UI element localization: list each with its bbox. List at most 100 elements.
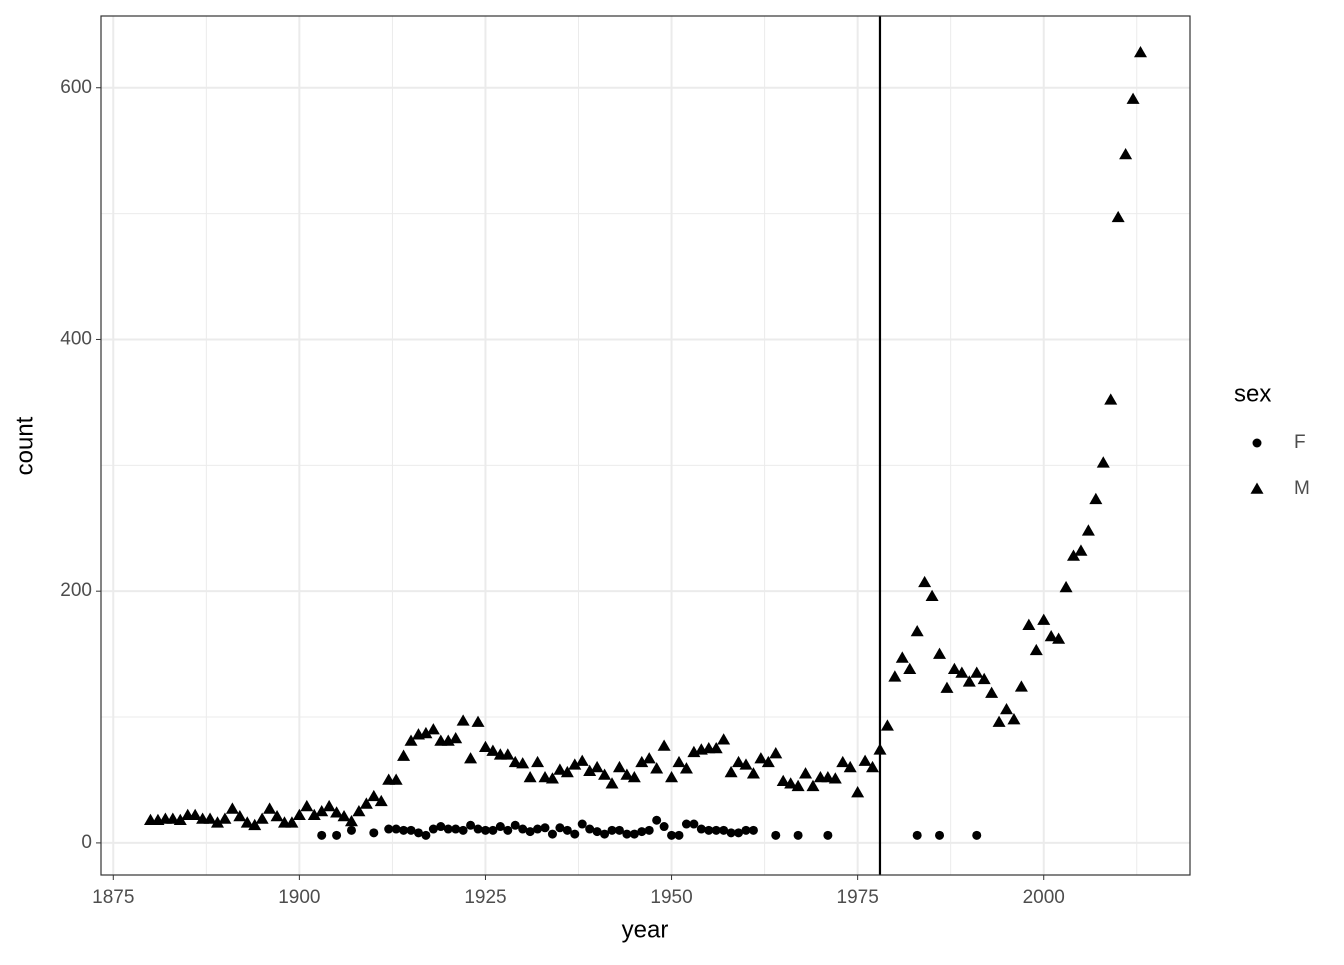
point (359, 797, 373, 809)
point (717, 733, 731, 745)
legend-label: M (1294, 478, 1310, 499)
point (614, 825, 624, 835)
point (657, 739, 671, 751)
point (659, 822, 669, 832)
point (903, 662, 917, 675)
point (495, 822, 505, 832)
point (553, 763, 567, 775)
point (367, 789, 381, 802)
point (397, 749, 411, 761)
point (955, 666, 969, 678)
point (925, 589, 939, 602)
y-tick-label: 600 (60, 77, 92, 98)
point (793, 830, 803, 840)
point (560, 765, 574, 778)
point (337, 809, 351, 822)
point (754, 752, 768, 764)
point (1111, 210, 1125, 223)
y-axis-label: count (11, 416, 38, 475)
point (583, 764, 597, 776)
point (547, 829, 557, 839)
point (918, 575, 932, 588)
point (962, 675, 976, 687)
plot-border (100, 15, 1191, 876)
point (285, 816, 299, 828)
point (538, 770, 552, 783)
point (225, 802, 239, 814)
point (1022, 618, 1036, 630)
point (1089, 492, 1103, 505)
point (629, 829, 639, 839)
point (843, 760, 857, 773)
point (607, 825, 617, 835)
point (389, 773, 403, 785)
point (598, 768, 612, 780)
point (836, 755, 850, 768)
point (821, 770, 835, 783)
point (592, 827, 602, 837)
point (404, 734, 418, 746)
point (1074, 544, 1088, 556)
point (985, 686, 999, 698)
point (240, 816, 254, 828)
point (612, 760, 626, 773)
point (620, 768, 634, 780)
point (466, 820, 476, 830)
x-tick-label: 1875 (92, 887, 134, 908)
point (585, 824, 595, 834)
point (545, 772, 559, 784)
point (1014, 680, 1028, 692)
point (719, 825, 729, 835)
point (748, 825, 758, 835)
point (1126, 92, 1140, 104)
point (888, 670, 902, 682)
point (761, 755, 775, 768)
point (436, 822, 446, 832)
point (933, 647, 947, 659)
point (555, 823, 565, 833)
point (317, 830, 327, 840)
point (851, 786, 865, 798)
x-tick-label: 1900 (278, 887, 320, 908)
x-tick-label: 2000 (1023, 887, 1065, 908)
point (947, 662, 961, 675)
point (426, 723, 440, 735)
point (734, 828, 744, 838)
point (399, 825, 409, 835)
point (233, 809, 247, 822)
point (488, 825, 498, 835)
x-tick-label: 1950 (650, 887, 692, 908)
point (473, 824, 483, 834)
point (218, 812, 232, 824)
point (577, 819, 587, 829)
point (935, 830, 945, 840)
point (681, 819, 691, 829)
point (970, 666, 984, 678)
point (1096, 456, 1110, 468)
point (1059, 580, 1073, 593)
point (739, 758, 753, 770)
point (637, 827, 647, 837)
point (600, 829, 610, 839)
point (776, 774, 790, 787)
point (746, 767, 760, 779)
point (523, 770, 537, 783)
point (292, 808, 306, 821)
point (724, 765, 738, 778)
point (605, 777, 619, 789)
point (972, 830, 982, 840)
point (672, 755, 686, 768)
point (531, 755, 545, 768)
legend-title: sex (1234, 380, 1271, 407)
point (346, 825, 356, 835)
point (644, 825, 654, 835)
point (665, 770, 679, 783)
point (709, 742, 723, 754)
point (784, 777, 798, 789)
point (406, 825, 416, 835)
point (458, 825, 468, 835)
point (696, 824, 706, 834)
point (315, 804, 329, 817)
point (627, 770, 641, 783)
y-tick-label: 400 (60, 328, 92, 349)
